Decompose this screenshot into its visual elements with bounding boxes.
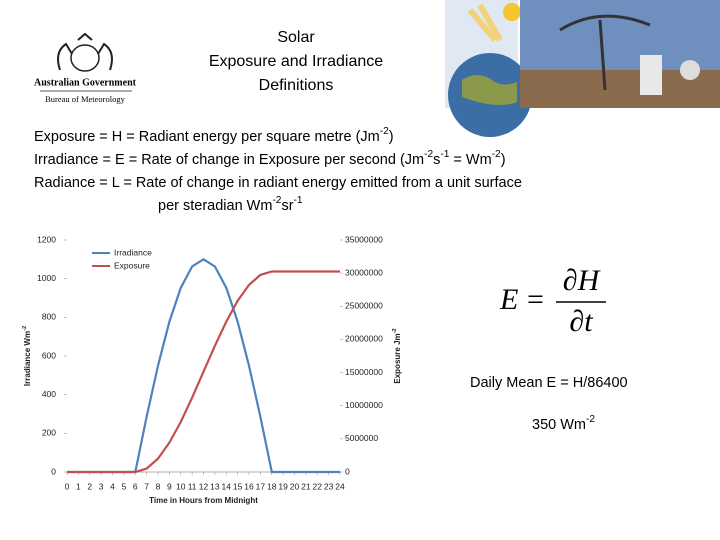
logo-text: Bureau of Meteorology — [45, 94, 126, 104]
x-tick-label: 10 — [176, 481, 186, 491]
x-tick-label: 17 — [256, 481, 266, 491]
series-line — [67, 257, 340, 474]
x-tick-label: 3 — [99, 481, 104, 491]
y2-tick-label: 0 — [345, 466, 350, 476]
y-tick-label: 200 — [42, 428, 56, 438]
x-tick-label: 7 — [144, 481, 149, 491]
x-tick-label: 13 — [210, 481, 220, 491]
x-tick-label: 5 — [122, 481, 127, 491]
y-tick-label: 400 — [42, 389, 56, 399]
text-run: Irradiance Wm — [23, 331, 32, 386]
y2-tick-label: 25000000 — [345, 301, 383, 311]
text-run: ) — [389, 129, 394, 145]
x-axis-title: Time in Hours from Midnight — [149, 496, 258, 505]
slide-title: Exposure and Irradiance — [209, 53, 383, 70]
text-run: ) — [501, 152, 506, 168]
x-tick-label: 9 — [167, 481, 172, 491]
superscript: -2 — [272, 195, 281, 206]
x-tick-label: 6 — [133, 481, 138, 491]
x-tick-label: 24 — [335, 481, 345, 491]
logo-crest — [57, 32, 113, 72]
text-run: sr — [281, 198, 293, 214]
y2-tick-label: 20000000 — [345, 334, 383, 344]
y2-tick-label: 10000000 — [345, 400, 383, 410]
globe-image — [445, 0, 532, 137]
y-axis-title: Irradiance Wm-2 — [22, 326, 32, 386]
x-tick-label: 11 — [188, 481, 197, 491]
text-run: s — [433, 152, 440, 168]
text-run: Daily Mean E = H/86400 — [470, 375, 628, 391]
text-run: Exposure Jm — [393, 333, 402, 383]
x-tick-label: 21 — [301, 481, 311, 491]
formula-num: ∂H — [563, 264, 602, 297]
slide-title: Definitions — [259, 77, 334, 94]
note: 350 Wm-2 — [532, 414, 595, 433]
x-tick-label: 12 — [199, 481, 209, 491]
superscript: -1 — [440, 149, 449, 160]
x-tick-label: 16 — [244, 481, 254, 491]
text-run: = Wm — [449, 152, 491, 168]
superscript: -2 — [392, 328, 398, 333]
x-tick-label: 2 — [87, 481, 92, 491]
formula-lhs: E — [499, 283, 518, 316]
x-tick-label: 1 — [76, 481, 81, 491]
superscript: -2 — [586, 414, 595, 425]
x-tick-label: 0 — [65, 481, 70, 491]
legend-label: Exposure — [114, 260, 150, 270]
logo-text: Australian Government — [34, 77, 137, 88]
series-line — [67, 270, 340, 474]
y-tick-label: 1000 — [37, 273, 56, 283]
superscript: -2 — [492, 149, 501, 160]
text-run: Irradiance = E = Rate of change in Expos… — [34, 152, 424, 168]
x-tick-label: 4 — [110, 481, 115, 491]
x-tick-label: 15 — [233, 481, 243, 491]
formula-eq: = — [527, 283, 544, 316]
x-tick-label: 20 — [290, 481, 300, 491]
instrument-photo — [520, 0, 720, 108]
superscript: -2 — [424, 149, 433, 160]
y-tick-label: 600 — [42, 350, 56, 360]
text-run: per steradian Wm — [158, 198, 272, 214]
note: Daily Mean E = H/86400 — [470, 375, 628, 391]
y2-tick-label: 15000000 — [345, 367, 383, 377]
slide-title: Solar — [277, 29, 315, 46]
definition: Radiance = L = Rate of change in radiant… — [34, 175, 522, 191]
superscript: -2 — [380, 126, 389, 137]
superscript: -1 — [294, 195, 303, 206]
x-tick-label: 18 — [267, 481, 277, 491]
y2-tick-label: 5000000 — [345, 433, 378, 443]
definition: per steradian Wm-2sr-1 — [158, 195, 303, 214]
definition: Exposure = H = Radiant energy per square… — [34, 126, 394, 145]
text-run: 350 Wm — [532, 417, 586, 433]
x-tick-label: 19 — [278, 481, 288, 491]
y-tick-label: 0 — [51, 466, 56, 476]
formula-den: ∂t — [569, 305, 593, 338]
superscript: -2 — [22, 326, 28, 331]
legend-label: Irradiance — [114, 247, 152, 257]
text-run: Radiance = L = Rate of change in radiant… — [34, 175, 522, 191]
y-tick-label: 800 — [42, 312, 56, 322]
y2-axis-title: Exposure Jm-2 — [392, 328, 402, 383]
definition: Irradiance = E = Rate of change in Expos… — [34, 149, 506, 168]
x-tick-label: 14 — [222, 481, 232, 491]
text-run: Exposure = H = Radiant energy per square… — [34, 129, 380, 145]
x-tick-label: 22 — [313, 481, 323, 491]
x-tick-label: 23 — [324, 481, 334, 491]
y2-tick-label: 30000000 — [345, 267, 383, 277]
y2-tick-label: 35000000 — [345, 234, 383, 244]
x-tick-label: 8 — [156, 481, 161, 491]
y-tick-label: 1200 — [37, 234, 56, 244]
